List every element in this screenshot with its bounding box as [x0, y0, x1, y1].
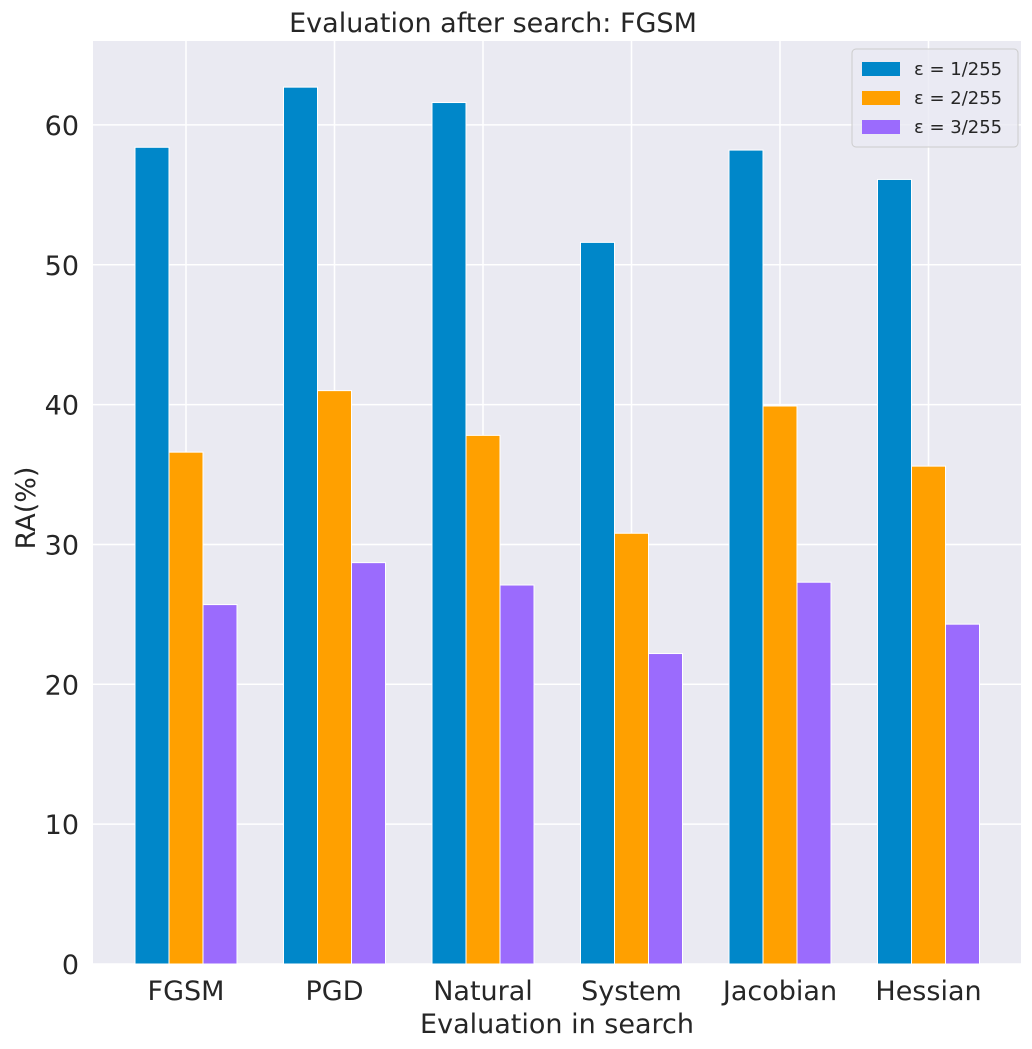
y-tick-label: 50: [45, 251, 79, 282]
legend-swatch: [862, 120, 900, 134]
y-tick-label: 40: [45, 391, 79, 422]
bar-series-2-pgd: [317, 390, 352, 965]
legend-swatch: [862, 91, 900, 105]
bar-series-3-jacobian: [796, 581, 832, 965]
bar-series-3-fgsm: [202, 604, 238, 965]
y-tick-label: 0: [62, 950, 79, 981]
x-tick-label: Jacobian: [721, 976, 837, 1007]
chart-title: Evaluation after search: FGSM: [289, 8, 697, 39]
bar-series-3-system: [648, 653, 683, 965]
bar-series-1-natural: [431, 102, 467, 965]
bar-series-2-natural: [465, 434, 501, 965]
bar-series-1-system: [580, 241, 615, 965]
bar-series-1-fgsm: [134, 146, 170, 965]
bar-series-2-hessian: [911, 465, 946, 965]
y-tick-label: 60: [45, 111, 79, 142]
y-tick-label: 20: [45, 670, 79, 701]
bar-series-3-natural: [499, 584, 535, 965]
y-tick-label: 30: [45, 530, 79, 561]
y-axis-label: RA(%): [11, 467, 42, 550]
legend: ε = 1/255 ε = 2/255 ε = 3/255: [851, 48, 1019, 148]
bar-series-3-pgd: [351, 562, 386, 965]
x-tick-label: Natural: [433, 976, 533, 1007]
bar-series-2-fgsm: [168, 451, 204, 965]
bar-series-1-hessian: [877, 178, 912, 965]
y-tick-label: 10: [45, 810, 79, 841]
legend-swatch: [862, 62, 900, 76]
legend-label: ε = 3/255: [914, 117, 1002, 138]
bar-series-2-jacobian: [762, 405, 798, 965]
x-tick-label: System: [581, 976, 682, 1007]
x-tick-label: FGSM: [148, 976, 225, 1007]
bar-series-3-hessian: [945, 623, 980, 965]
x-tick-label: PGD: [306, 976, 364, 1007]
bar-series-1-pgd: [283, 86, 318, 965]
bar-series-1-jacobian: [728, 149, 764, 965]
plot-background: [93, 41, 1021, 964]
legend-label: ε = 2/255: [914, 88, 1002, 109]
x-tick-label: Hessian: [875, 976, 981, 1007]
plot-area: 0 10 20 30 40 50 60 FGSM PGD Natural System Jacobia…: [45, 41, 1021, 1007]
legend-label: ε = 1/255: [914, 59, 1002, 80]
x-axis-label: Evaluation in search: [420, 1009, 694, 1040]
bar-series-2-system: [614, 532, 649, 965]
